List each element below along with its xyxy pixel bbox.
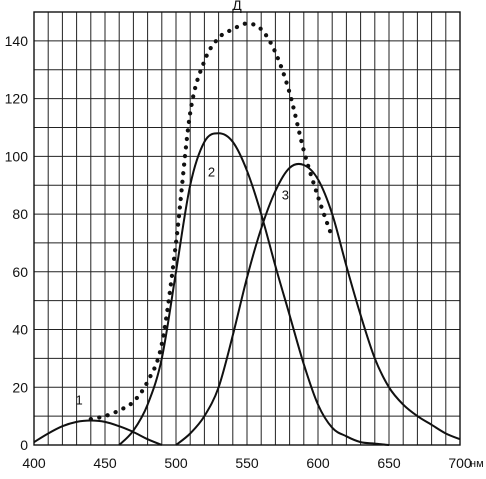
series-dotted-envelope <box>88 21 335 422</box>
x-tick-label: 450 <box>93 455 117 471</box>
series-curve-3 <box>175 162 461 446</box>
x-tick-label: 400 <box>22 455 46 471</box>
curve-label-3: 3 <box>282 188 289 203</box>
y-tick-label: 60 <box>12 264 28 280</box>
y-tick-label: 20 <box>12 379 28 395</box>
curve-label-2: 2 <box>208 165 215 180</box>
y-tick-label: 120 <box>5 91 29 107</box>
y-tick-label: 140 <box>5 33 29 49</box>
y-tick-label: 40 <box>12 322 28 338</box>
axes <box>33 11 461 446</box>
series-layer <box>33 21 461 446</box>
x-tick-label: 600 <box>306 455 330 471</box>
series-curve-1 <box>33 419 163 446</box>
labels: Д нм 0 20 40 60 80 100 120 140 400 450 500 550 600 65… <box>5 0 484 471</box>
x-tick-label: 500 <box>164 455 188 471</box>
chart-title: Д <box>232 0 242 13</box>
x-tick-label: 550 <box>235 455 259 471</box>
series-curve-2 <box>118 132 390 446</box>
plot-frame <box>33 11 461 446</box>
curve-label-1: 1 <box>76 393 83 408</box>
grid <box>33 11 461 446</box>
y-tick-label: 0 <box>20 437 28 453</box>
y-tick-label: 80 <box>12 206 28 222</box>
x-tick-label: 650 <box>377 455 401 471</box>
x-tick-label: 700 <box>448 455 472 471</box>
y-tick-label: 100 <box>5 148 29 164</box>
x-axis-unit-label: нм <box>470 458 484 470</box>
